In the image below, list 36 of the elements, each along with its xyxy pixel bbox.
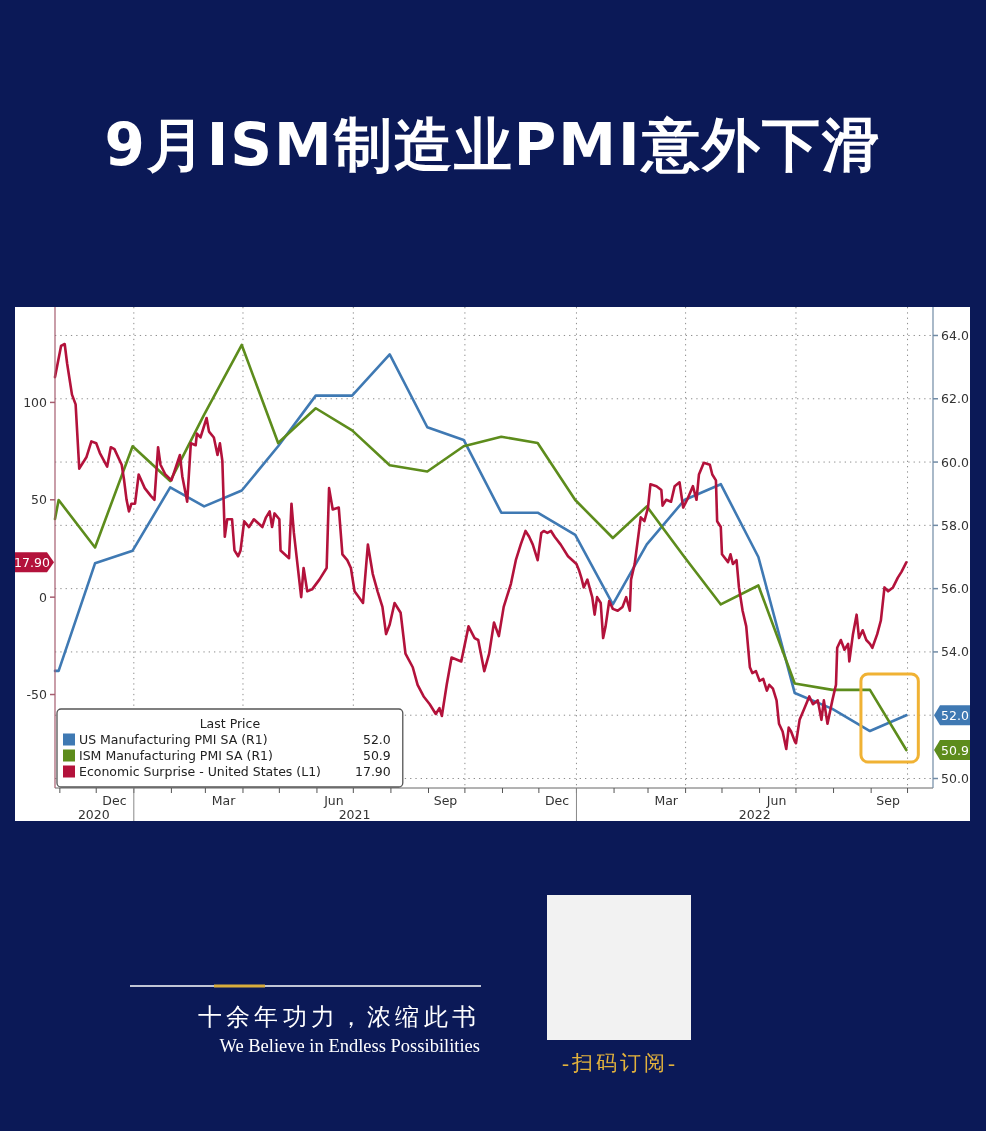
legend-label: ISM Manufacturing PMI SA (R1) (79, 748, 273, 763)
x-tick-label: Sep (876, 793, 900, 808)
x-tick-label: Jun (323, 793, 344, 808)
text: 十余年功力，浓缩此书 (198, 1004, 480, 1030)
y-tick-label: 50 (31, 492, 48, 508)
x-tick-label: Dec (102, 793, 127, 808)
x2-tick-label: 2022 (738, 807, 771, 822)
legend-label: US Manufacturing PMI SA (R1) (79, 732, 268, 747)
y-tick-label: 0 (39, 589, 48, 605)
x-tick-label: Sep (433, 793, 458, 808)
y2-tick-label: 64.0 (941, 327, 969, 343)
y2-tick-label: 54.0 (941, 644, 969, 660)
annotation: 17.90 (354, 764, 391, 779)
y-tick-label: -50 (26, 687, 48, 703)
x2-tick-label: 2020 (77, 807, 110, 822)
annotation: 52.0 (362, 732, 391, 747)
y2-tick-label: 52.0 (941, 707, 969, 723)
annotation: 50.9 (362, 748, 391, 763)
x-tick-label: Dec (544, 793, 570, 808)
y2-tick-label: 62.0 (941, 391, 969, 407)
y2-tick-label: 60.0 (941, 454, 969, 470)
y-tick-label: 100 (23, 394, 48, 410)
legend-label: Economic Surprise - United States (L1) (79, 764, 321, 779)
legend-title: Last Price (199, 716, 261, 731)
x-tick-label: Mar (211, 793, 237, 808)
text: -扫码订阅- (562, 1051, 678, 1075)
x2-tick-label: 2021 (338, 807, 371, 822)
text: We Believe in Endless Possibilities (219, 1036, 480, 1056)
y2-tick-label: 56.0 (941, 581, 969, 597)
chart-title: 9月ISM制造业PMI意外下滑 (104, 111, 882, 179)
y2-tick-label: 50.0 (941, 771, 969, 787)
y2-tick-label: 58.0 (941, 517, 969, 533)
y-tick-label: 17.90 (14, 554, 50, 570)
y2-tick-label: 50.9 (941, 742, 969, 758)
x-tick-label: Mar (654, 793, 679, 808)
x-tick-label: Jun (765, 793, 787, 808)
